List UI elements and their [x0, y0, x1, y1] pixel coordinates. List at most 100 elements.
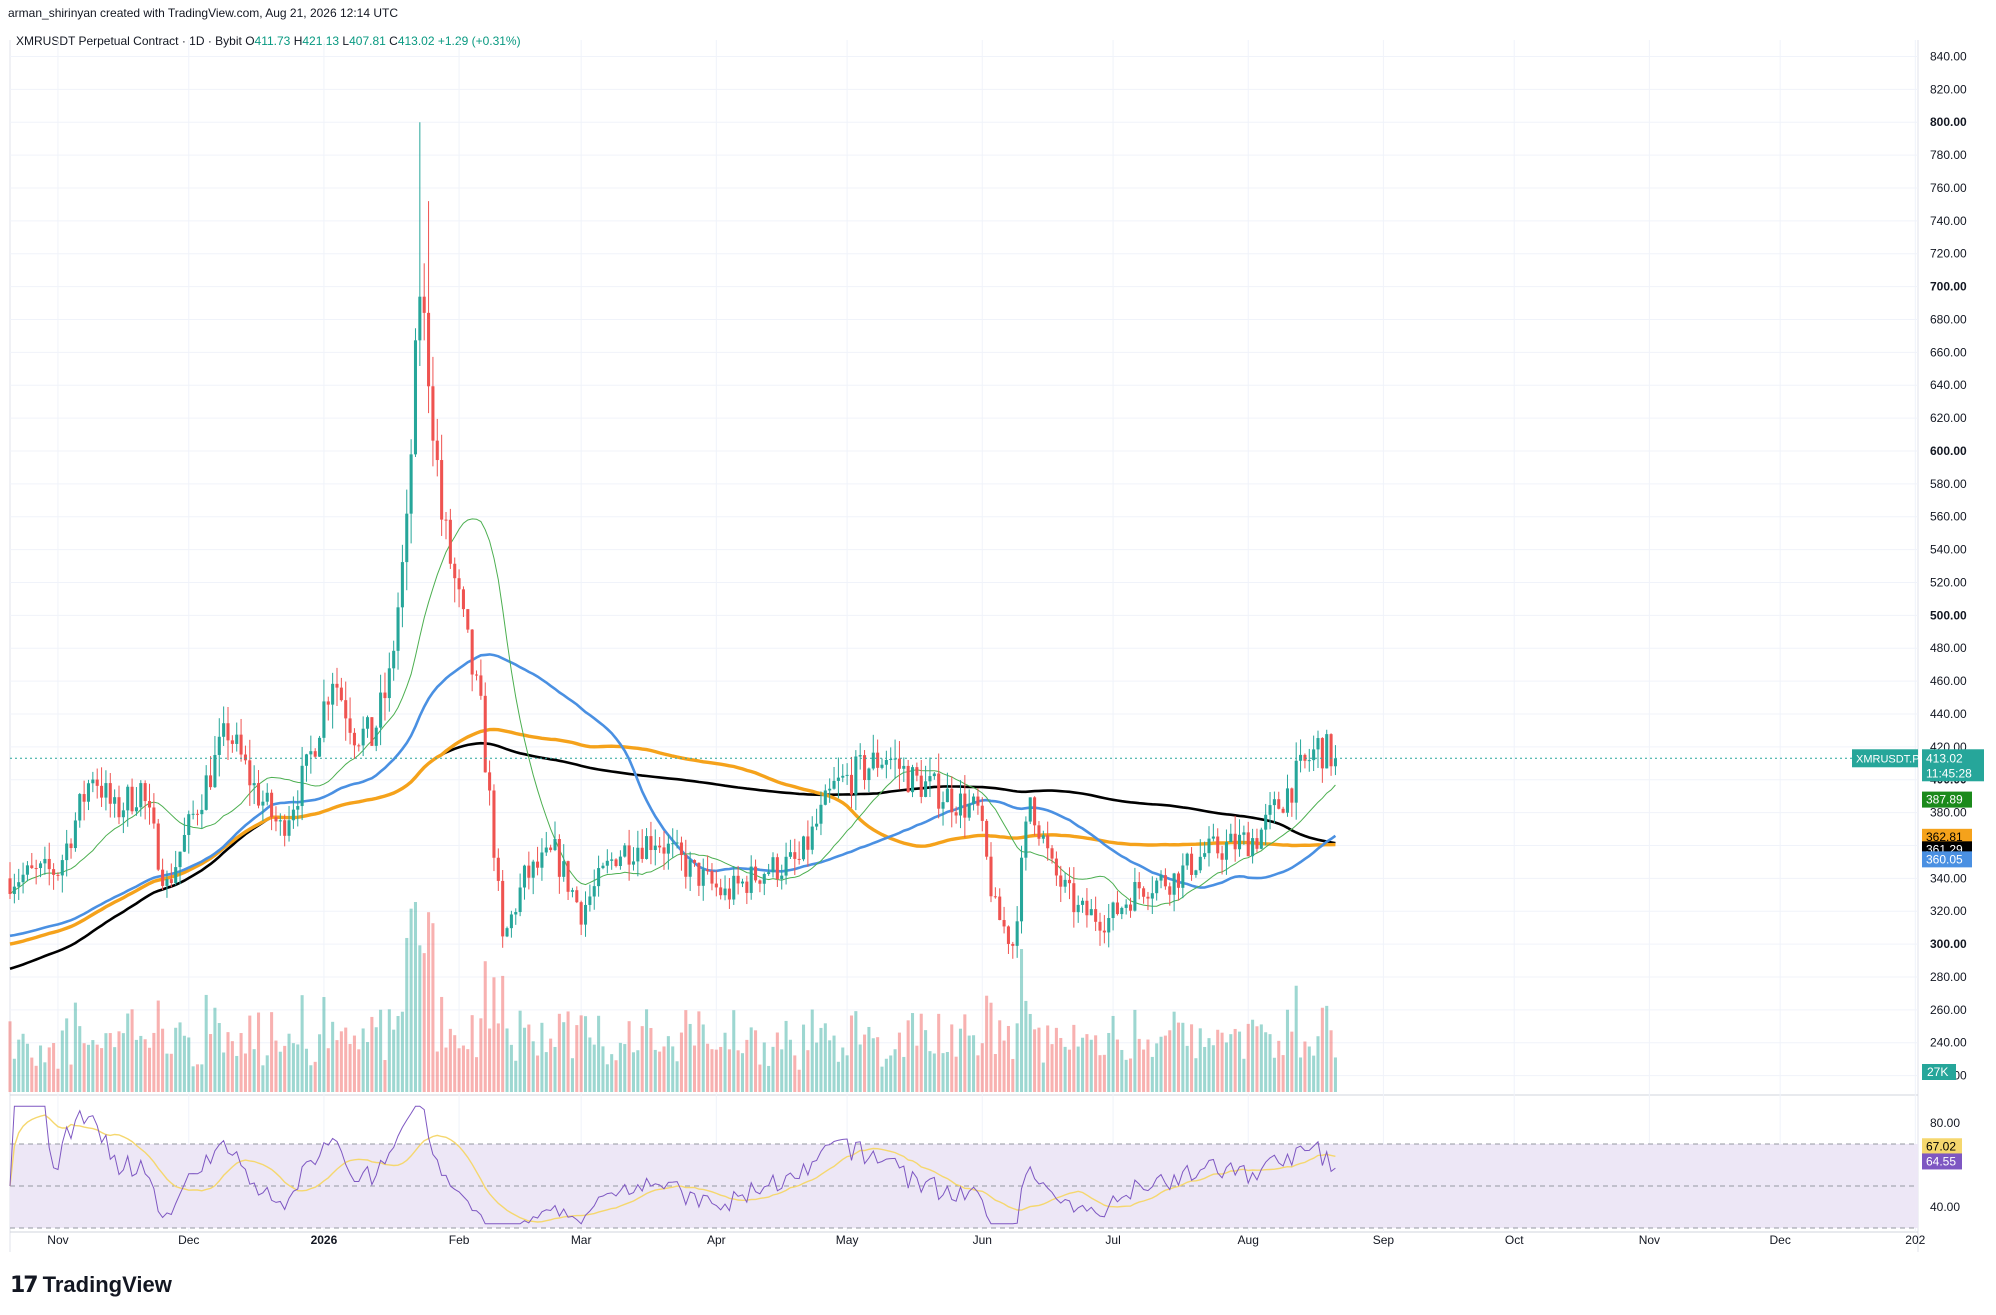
candle-body: [143, 783, 147, 802]
volume-bar: [614, 1060, 618, 1092]
candle-body: [1198, 856, 1202, 871]
candle-body: [1102, 930, 1106, 933]
candle-body: [474, 674, 479, 676]
volume-bar: [1285, 1009, 1290, 1092]
ma-price-tag: [1922, 828, 1972, 845]
volume-bar: [440, 996, 444, 1092]
volume-bar: [126, 1013, 130, 1092]
volume-bar: [291, 1043, 295, 1092]
volume-bar: [806, 1050, 810, 1092]
volume-bar: [143, 1039, 147, 1092]
candle-body: [863, 755, 867, 781]
volume-bar: [174, 1027, 178, 1092]
candle-body: [893, 758, 897, 760]
volume-bar: [727, 1049, 731, 1092]
volume-bar: [518, 1010, 522, 1092]
symbol-price-tag-label: XMRUSDT.P: [1856, 753, 1920, 765]
price-tick-label: 560.00: [1930, 510, 1967, 524]
time-tick-label: Apr: [707, 1233, 726, 1247]
time-axis: Nov Dec 2026 Feb Mar Apr May Jun Jul Aug Sep Oct Nov…: [47, 40, 1926, 1247]
volume-bar: [749, 1027, 753, 1092]
candle-body: [688, 860, 692, 877]
volume-bar: [261, 1065, 265, 1092]
volume-bar: [871, 1038, 875, 1092]
candle-body: [1307, 760, 1311, 762]
candle-body: [579, 902, 583, 925]
candle-body: [588, 896, 592, 905]
rsi-line: [9, 1105, 1336, 1225]
candle-body: [989, 856, 993, 897]
candle-body: [553, 838, 557, 851]
volume-bar: [30, 1057, 34, 1092]
candle-body: [819, 804, 823, 824]
volume-bar: [784, 1020, 788, 1092]
volume-bar: [509, 1044, 513, 1092]
candle-body: [1259, 829, 1263, 849]
volume-bar: [17, 1039, 21, 1092]
volume-bar: [139, 1035, 143, 1092]
volume-bar: [422, 953, 426, 1092]
candle-body: [91, 779, 95, 784]
volume-bar: [1307, 1046, 1311, 1092]
candle-body: [509, 914, 513, 929]
candle-body: [1268, 805, 1272, 815]
price-tick-label: 640.00: [1930, 378, 1967, 392]
candle-body: [139, 783, 143, 808]
volume-bar: [130, 1009, 134, 1092]
candle-body: [1176, 873, 1181, 888]
candle-body: [1098, 921, 1102, 931]
candle-body: [1285, 788, 1290, 813]
candle-body: [858, 755, 862, 757]
candle-body: [1133, 882, 1137, 911]
volume-bar: [1028, 1013, 1032, 1092]
volume-bar: [601, 1046, 605, 1092]
volume-bar: [69, 1064, 73, 1092]
tradingview-brand[interactable]: 𝟭𝟳 TradingView: [10, 1272, 172, 1298]
candle-body: [980, 805, 984, 821]
price-tick-label: 720.00: [1930, 247, 1967, 261]
volume-bar: [326, 1048, 330, 1092]
candle-body: [631, 861, 636, 865]
candle-body: [1277, 799, 1281, 809]
candle-body: [671, 843, 675, 845]
volume-bar: [1002, 1040, 1006, 1092]
candle-body: [601, 865, 605, 869]
price-chart[interactable]: 840.00 820.00 800.00 780.00 760.00 740.00 720.…: [0, 0, 1996, 1265]
candle-body: [1203, 853, 1207, 857]
candle-body: [313, 751, 317, 757]
volume-bar: [701, 1024, 705, 1092]
candle-body: [492, 790, 496, 858]
candle-body: [383, 692, 387, 699]
volume-bar: [1299, 1057, 1303, 1092]
candle-body: [549, 847, 553, 851]
volume-bar: [745, 1039, 749, 1092]
candle-body: [117, 797, 121, 818]
volume-bar: [592, 1044, 596, 1092]
rsi-value: 64.55: [1926, 1154, 1956, 1168]
volume-bar: [91, 1040, 95, 1092]
volume-bar: [1120, 1049, 1124, 1092]
candle-body: [134, 807, 138, 812]
volume-bar: [536, 1055, 540, 1092]
volume-bar: [658, 1051, 662, 1092]
candle-body: [527, 865, 531, 878]
volume-bar: [1237, 1031, 1242, 1092]
price-tick-label: 300.00: [1930, 937, 1967, 951]
candle-body: [374, 727, 378, 746]
volume-bar: [204, 994, 208, 1092]
candle-body: [945, 788, 949, 803]
candle-body: [1190, 853, 1194, 875]
volume-bar: [684, 1010, 688, 1092]
volume-bar: [819, 1027, 823, 1092]
volume-bar: [8, 1021, 12, 1092]
candle-body: [169, 879, 173, 884]
volume-bar: [357, 1049, 361, 1092]
volume-bar: [692, 1045, 697, 1092]
candle-body: [1272, 799, 1276, 806]
volume-bar: [919, 1013, 923, 1092]
candle-body: [309, 751, 313, 755]
volume-bar: [235, 1055, 239, 1092]
volume-bar: [1290, 1031, 1294, 1092]
volume-bar: [496, 1023, 500, 1092]
volume-bar: [902, 1056, 906, 1092]
